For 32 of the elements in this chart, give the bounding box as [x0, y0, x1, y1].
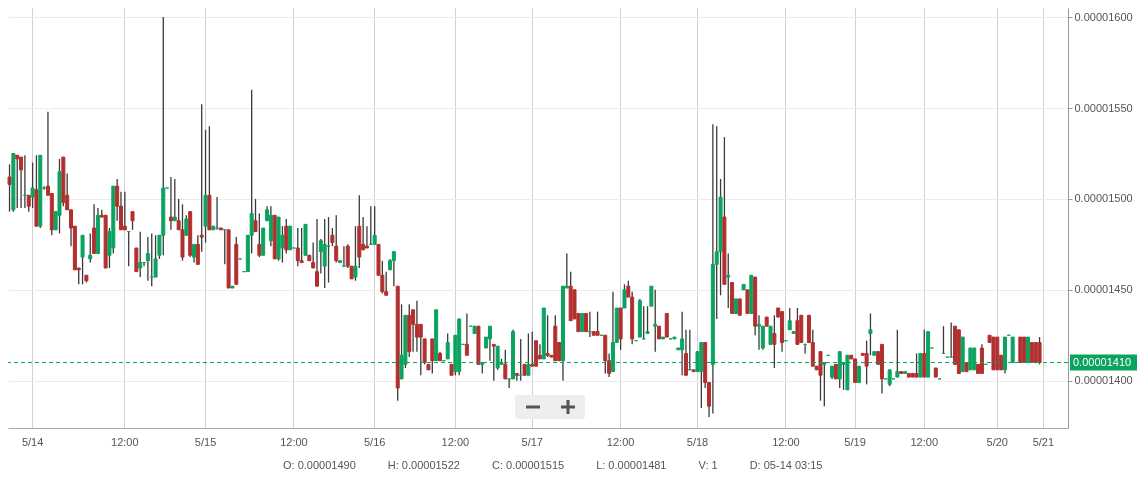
x-tick-label: 5/18	[686, 435, 709, 448]
x-tick-label: 12:00	[111, 435, 139, 448]
candlestick	[756, 315, 761, 350]
x-tick-label: 5/16	[363, 435, 386, 448]
x-tick-label: 5/14	[21, 435, 44, 448]
x-tick-label: 12:00	[280, 435, 308, 448]
y-tick-label: 0.00001550	[1074, 101, 1133, 114]
text: O: 0.00001490	[283, 459, 356, 471]
text: V: 1	[698, 459, 718, 471]
x-tick-label: 5/20	[986, 435, 1008, 448]
candlestick	[464, 313, 469, 356]
x-tick-label: 5/21	[1032, 435, 1055, 448]
x-tick-label: 12:00	[441, 435, 470, 448]
text: H: 0.00001522	[387, 459, 460, 471]
x-tick-label: 5/15	[194, 435, 217, 448]
x-tick-label: 12:00	[606, 435, 635, 448]
x-tick-label: 12:00	[910, 435, 939, 448]
x-tick-label: 5/19	[844, 435, 866, 448]
y-tick-label: 0.00001450	[1074, 283, 1133, 296]
x-tick-label: 5/17	[521, 435, 543, 448]
x-tick-label: 12:00	[772, 435, 800, 448]
candlestick	[364, 226, 369, 249]
text: D: 05-14 03:15	[749, 459, 823, 471]
candlestick	[168, 177, 173, 230]
text: C: 0.00001515	[491, 459, 565, 471]
y-tick-label: 0.00001500	[1074, 192, 1133, 205]
ref-line-label: 0.00001410	[1073, 355, 1132, 368]
text: L: 0.00001481	[596, 459, 667, 471]
candlestick	[414, 300, 419, 352]
y-tick-label: 0.00001400	[1074, 374, 1133, 387]
candlestick	[19, 156, 24, 208]
y-tick-label: 0.00001600	[1074, 10, 1133, 23]
